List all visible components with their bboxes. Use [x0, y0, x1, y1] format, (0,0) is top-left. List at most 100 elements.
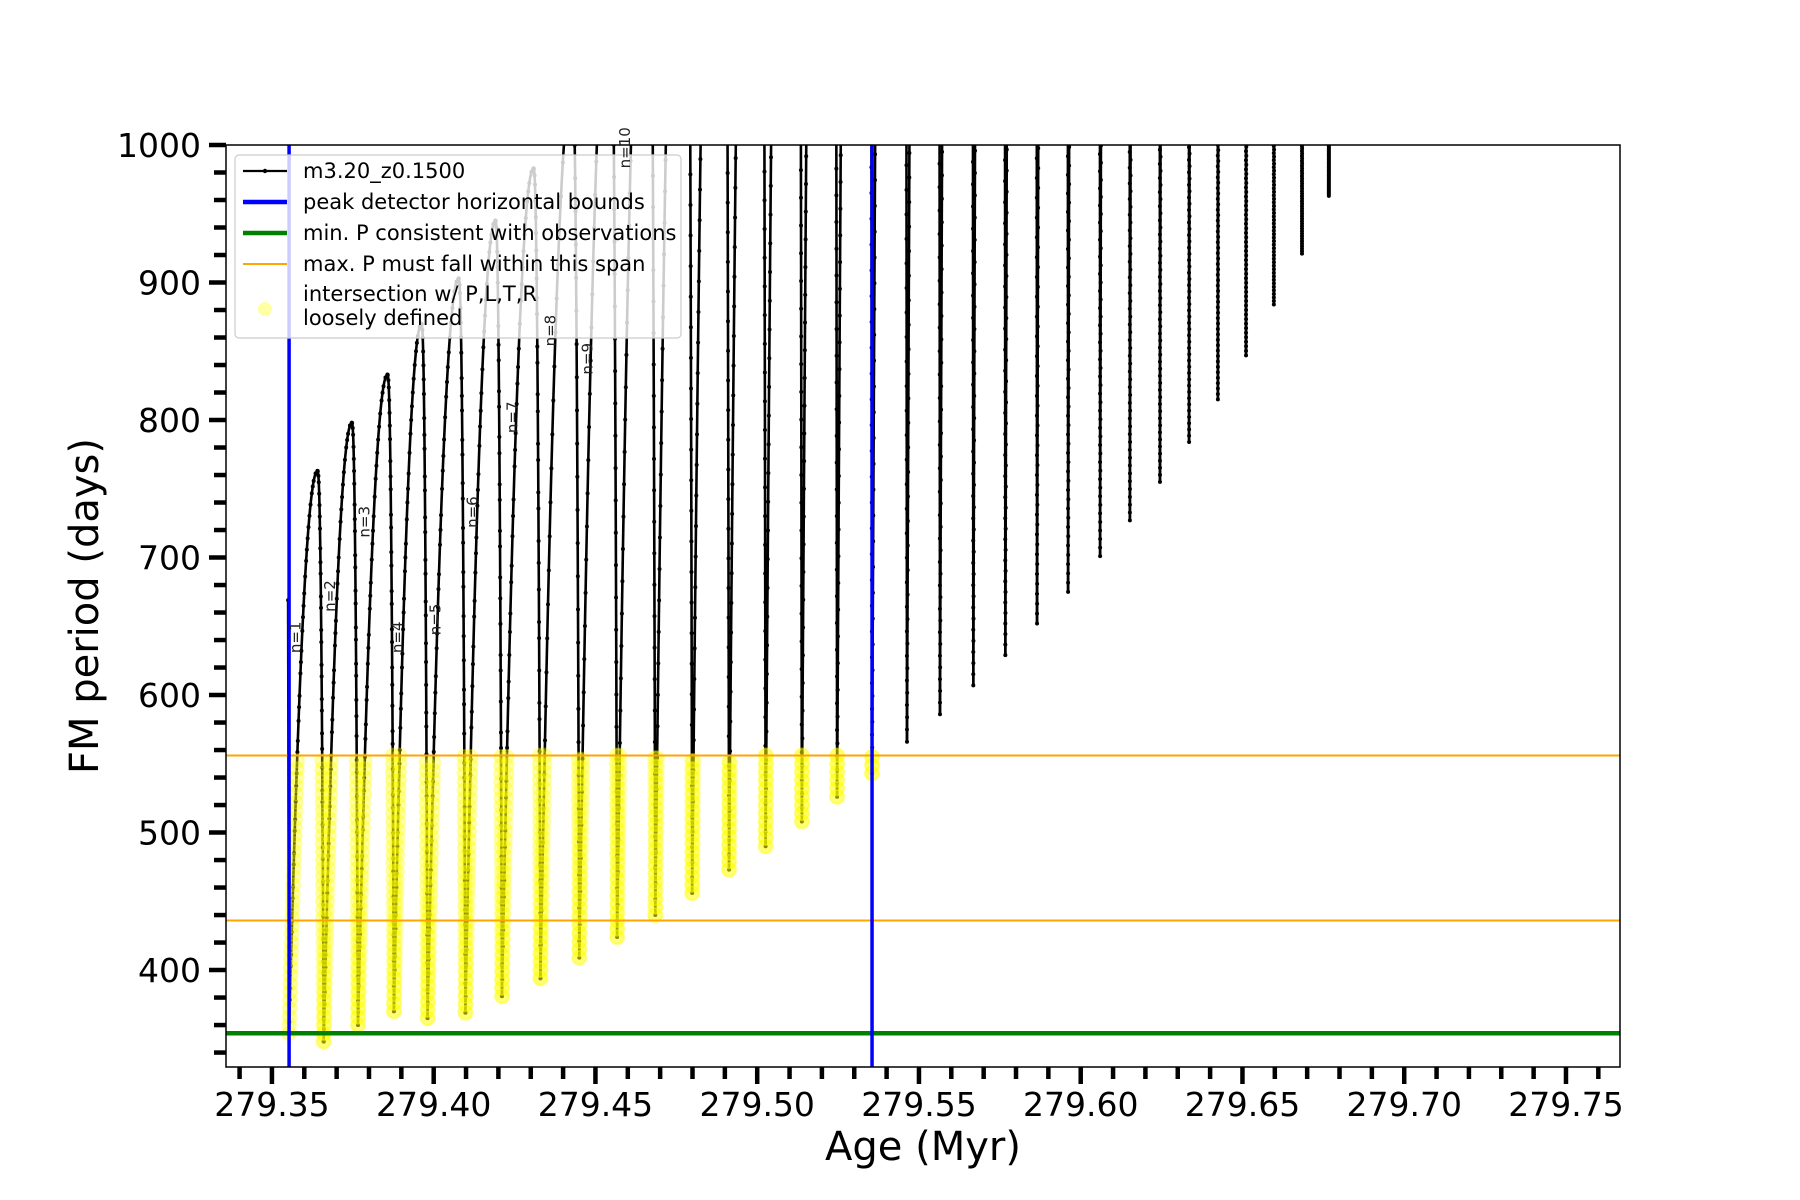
series-point [444, 379, 449, 384]
series-point [765, 643, 770, 648]
series-point [535, 392, 540, 397]
series-point [402, 569, 407, 574]
series-point [1271, 225, 1276, 230]
series-point [1066, 441, 1071, 446]
highlight-point [385, 904, 402, 921]
series-point [731, 363, 736, 368]
series-point [623, 417, 628, 422]
series-point [803, 237, 808, 242]
series-point [1244, 326, 1249, 331]
highlight-point [570, 817, 587, 834]
series-point [620, 546, 625, 551]
highlight-point [389, 821, 406, 838]
highlight-point [648, 816, 665, 833]
series-point [445, 365, 450, 370]
series-point [1300, 186, 1305, 191]
series-point [496, 389, 501, 394]
series-point [1299, 251, 1304, 256]
highlight-point [494, 946, 511, 963]
highlight-point [456, 781, 473, 798]
series-point [468, 773, 473, 778]
highlight-point [532, 920, 549, 937]
series-point [1098, 485, 1103, 490]
series-point [1187, 239, 1192, 244]
series-point [834, 353, 839, 358]
highlight-point [493, 847, 510, 864]
highlight-point [355, 794, 372, 811]
highlight-point [609, 904, 626, 921]
series-point [354, 733, 359, 738]
highlight-point [532, 953, 549, 970]
highlight-point [720, 795, 737, 812]
highlight-point [384, 772, 401, 789]
highlight-point [418, 853, 435, 870]
highlight-point [647, 799, 664, 816]
highlight-point [493, 831, 510, 848]
series-point [499, 823, 504, 828]
series-point [505, 745, 510, 750]
series-point [297, 693, 302, 698]
series-point [388, 459, 393, 464]
series-point [763, 542, 768, 547]
series-point [388, 487, 393, 492]
series-point [364, 697, 369, 702]
series-point [905, 641, 910, 646]
highlight-point [419, 960, 436, 977]
series-point [726, 437, 731, 442]
series-point [426, 971, 431, 976]
series-point [580, 756, 585, 761]
series-point [1300, 191, 1305, 196]
highlight-point [647, 882, 664, 899]
series-point [725, 200, 730, 205]
series-point [732, 304, 737, 309]
series-point [1158, 154, 1163, 159]
series-point [374, 463, 379, 468]
series-point [725, 170, 730, 175]
series-point [1066, 256, 1071, 261]
series-point [1128, 189, 1133, 194]
series-point [765, 585, 770, 590]
highlight-point [571, 924, 588, 941]
highlight-point [647, 865, 664, 882]
series-point [937, 161, 942, 166]
series-point [1098, 537, 1103, 542]
series-point [320, 879, 325, 884]
series-point [1244, 298, 1249, 303]
highlight-point [315, 967, 332, 984]
highlight-point [721, 861, 738, 878]
series-point [361, 788, 366, 793]
series-point [619, 611, 624, 616]
series-point [697, 218, 702, 223]
series-point [690, 860, 695, 865]
series-point [545, 636, 550, 641]
highlight-point [348, 753, 365, 770]
highlight-point [794, 764, 811, 781]
highlight-point [535, 830, 552, 847]
highlight-point [647, 808, 664, 825]
series-point [500, 944, 505, 949]
series-point [1098, 451, 1103, 456]
series-point [357, 971, 362, 976]
series-point [329, 730, 334, 735]
highlight-point [610, 797, 627, 814]
series-point [411, 376, 416, 381]
series-point [1004, 252, 1009, 257]
series-point [766, 471, 771, 476]
highlight-point [608, 805, 625, 822]
series-point [1003, 526, 1008, 531]
series-point [835, 714, 840, 719]
series-line-segment [727, 145, 767, 870]
series-point [389, 601, 394, 606]
series-point [1158, 380, 1163, 385]
highlight-point [494, 955, 511, 972]
series-point [653, 881, 658, 886]
highlight-point [386, 978, 403, 995]
series-point [1003, 484, 1008, 489]
series-point [469, 725, 474, 730]
highlight-point [683, 777, 700, 794]
series-point [768, 212, 773, 217]
highlight-point [793, 788, 810, 805]
highlight-point [609, 920, 626, 937]
series-point [624, 352, 629, 357]
series-point [498, 652, 503, 657]
